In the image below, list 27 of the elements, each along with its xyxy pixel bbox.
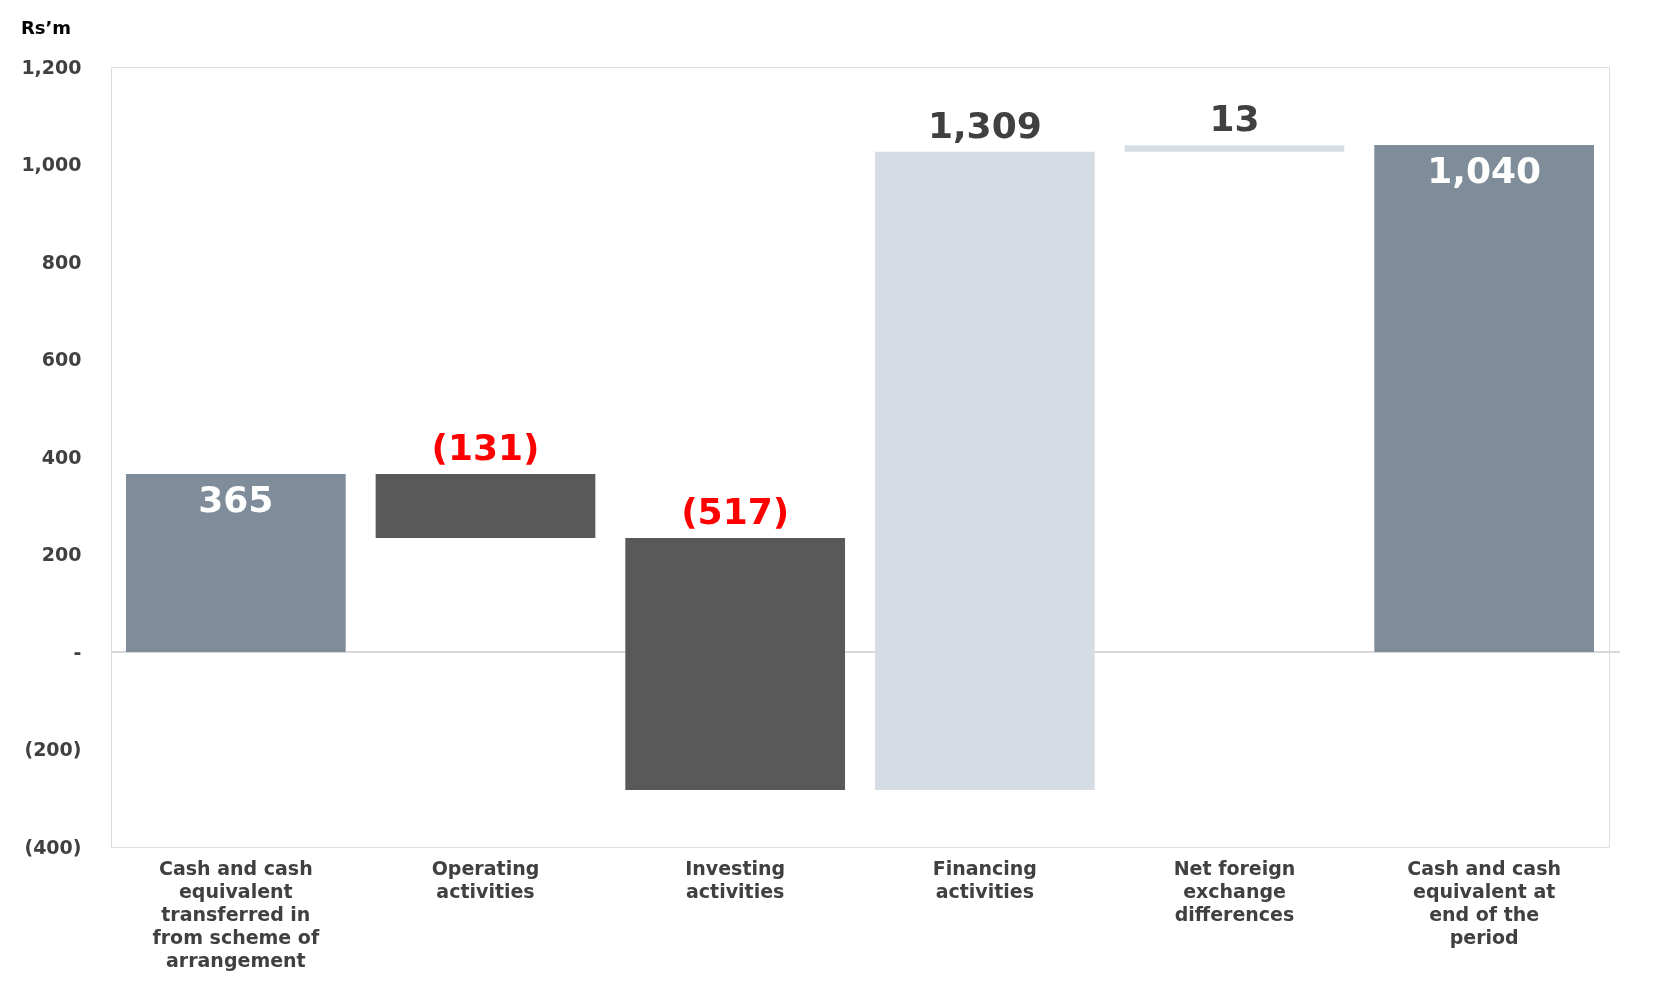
data-label: (517) [681,490,790,532]
x-tick-label: Cash and cash equivalent at end of the period [1407,856,1562,948]
data-label: 365 [198,479,274,521]
bar [1124,145,1345,152]
x-tick-label: Investing activities [685,856,786,902]
y-tick-label: (400) [24,835,82,858]
x-tick-label: Cash and cash equivalent transferred in from scheme of arrangement [152,856,320,971]
y-tick-label: 1,200 [21,55,82,78]
y-tick-label: 400 [41,445,82,468]
bar [125,474,346,652]
data-label: (131) [431,427,540,469]
y-axis-title: Rs’m [20,17,72,38]
data-label: 13 [1209,98,1260,140]
bar [625,537,846,790]
y-tick-label: (200) [24,738,82,760]
y-tick-label: 1,000 [21,153,82,175]
y-tick-label: 600 [41,348,82,370]
bar [375,474,596,538]
y-tick-label: - [73,640,82,663]
x-tick-label: Net foreign exchange differences [1173,856,1296,925]
data-label: 1,309 [927,104,1042,146]
y-tick-label: 800 [41,250,82,273]
x-tick-label: Financing activities [932,856,1037,902]
data-label: 1,040 [1427,150,1542,191]
x-tick-label: Operating activities [431,856,540,902]
y-tick-label: 200 [41,543,82,565]
bar [1374,145,1595,652]
